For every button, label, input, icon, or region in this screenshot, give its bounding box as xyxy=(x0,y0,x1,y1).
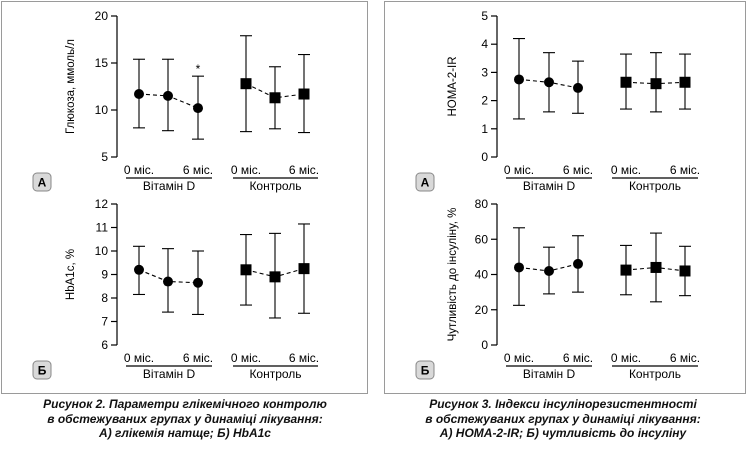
group-label: Контроль xyxy=(249,179,301,193)
y-tick-label: 6 xyxy=(101,338,108,352)
y-tick-label: 5 xyxy=(101,150,108,164)
y-axis-label: Глюкоза, ммоль/л xyxy=(65,39,77,134)
y-tick-label: 15 xyxy=(95,56,109,70)
data-point-square xyxy=(269,271,281,283)
significance-marker: * xyxy=(196,62,201,76)
y-tick-label: 2 xyxy=(481,94,488,108)
data-point-square xyxy=(620,264,632,276)
x-tick-label: 0 міс. xyxy=(504,163,534,177)
y-tick-label: 10 xyxy=(95,244,109,258)
x-tick-label: 6 міс. xyxy=(183,163,213,177)
x-tick-label: 0 міс. xyxy=(231,351,261,365)
x-tick-label: 6 міс. xyxy=(183,351,213,365)
data-point-circle xyxy=(134,89,144,100)
caption-line: в обстежуваних групах у динаміці лікуван… xyxy=(425,411,701,426)
data-point-square xyxy=(298,263,310,275)
group-label: Контроль xyxy=(629,367,681,381)
panel-badge-label: А xyxy=(38,176,47,190)
group-label: Вітамін D xyxy=(523,179,576,193)
x-tick-label: 6 міс. xyxy=(289,351,319,365)
data-point-square xyxy=(298,88,310,100)
y-tick-label: 7 xyxy=(101,315,108,329)
data-point-square xyxy=(240,78,252,90)
data-point-square xyxy=(650,261,662,273)
figure-2-caption: Рисунок 2. Параметри глікемічного контро… xyxy=(0,397,370,441)
x-tick-label: 0 міс. xyxy=(124,163,154,177)
figure-3-caption: Рисунок 3. Індекси інсулінорезистентност… xyxy=(380,397,746,441)
y-axis-label: HOMA-2-IR xyxy=(447,56,459,116)
data-point-circle xyxy=(514,74,524,85)
series-connector-line xyxy=(245,83,305,99)
data-point-circle xyxy=(193,277,203,288)
y-tick-label: 12 xyxy=(95,197,109,211)
caption-line: Рисунок 2. Параметри глікемічного контро… xyxy=(43,397,327,411)
data-point-square xyxy=(679,76,691,88)
panel-badge-bg xyxy=(32,360,52,380)
y-axis-label: Чутливість до інсуліну, % xyxy=(447,208,459,342)
panel-badge-bg xyxy=(415,172,435,192)
x-tick-label: 6 міс. xyxy=(289,163,319,177)
y-tick-label: 0 xyxy=(481,338,488,352)
group-label: Вітамін D xyxy=(523,367,576,381)
data-point-circle xyxy=(573,82,583,93)
y-tick-label: 40 xyxy=(475,268,489,282)
x-tick-label: 0 міс. xyxy=(124,351,154,365)
data-point-circle xyxy=(193,103,203,114)
panel-badge-bg xyxy=(415,360,435,380)
x-tick-label: 0 міс. xyxy=(611,163,641,177)
y-tick-label: 10 xyxy=(95,103,109,117)
caption-line: в обстежуваних групах у динаміці лікуван… xyxy=(47,411,323,426)
data-point-square xyxy=(620,76,632,88)
data-point-circle xyxy=(134,264,144,275)
x-tick-label: 6 міс. xyxy=(670,163,700,177)
y-tick-label: 1 xyxy=(481,122,488,136)
caption-line: А) глікемія натще; Б) HbA1c xyxy=(99,426,271,440)
y-tick-label: 60 xyxy=(475,232,489,246)
data-point-circle xyxy=(163,90,173,101)
x-tick-label: 0 міс. xyxy=(504,351,534,365)
data-point-circle xyxy=(544,265,554,276)
x-tick-label: 6 міс. xyxy=(563,163,593,177)
y-axis-label: HbA1c, % xyxy=(65,249,77,300)
data-point-circle xyxy=(573,258,583,269)
group-label: Вітамін D xyxy=(143,179,196,193)
x-tick-label: 0 міс. xyxy=(611,351,641,365)
y-tick-label: 20 xyxy=(475,303,489,317)
data-point-circle xyxy=(514,262,524,273)
y-tick-label: 4 xyxy=(481,37,488,51)
y-tick-label: 11 xyxy=(96,221,109,235)
x-tick-label: 6 міс. xyxy=(563,351,593,365)
data-point-circle xyxy=(163,276,173,287)
panel-badge-label: Б xyxy=(421,364,430,378)
figure-2-frame xyxy=(1,1,368,394)
y-tick-label: 80 xyxy=(475,197,489,211)
y-tick-label: 9 xyxy=(101,268,108,282)
y-tick-label: 5 xyxy=(481,9,488,23)
caption-line: А) HOMA-2-IR; Б) чутливість до інсуліну xyxy=(439,426,687,440)
y-tick-label: 0 xyxy=(481,150,488,164)
y-tick-label: 3 xyxy=(481,65,488,79)
panel-badge-bg xyxy=(32,172,52,192)
data-point-circle xyxy=(544,77,554,88)
panel-badge-label: А xyxy=(421,176,430,190)
data-point-square xyxy=(240,264,252,276)
data-point-square xyxy=(269,92,281,104)
caption-line: Рисунок 3. Індекси інсулінорезистентност… xyxy=(429,397,697,411)
figure-3-frame xyxy=(384,1,746,394)
x-tick-label: 0 міс. xyxy=(231,163,261,177)
data-point-square xyxy=(650,78,662,90)
x-tick-label: 6 міс. xyxy=(670,351,700,365)
group-label: Контроль xyxy=(249,367,301,381)
group-label: Контроль xyxy=(629,179,681,193)
panel-badge-label: Б xyxy=(38,364,47,378)
y-tick-label: 8 xyxy=(101,291,108,305)
y-tick-label: 20 xyxy=(95,9,109,23)
group-label: Вітамін D xyxy=(143,367,196,381)
data-point-square xyxy=(679,265,691,277)
